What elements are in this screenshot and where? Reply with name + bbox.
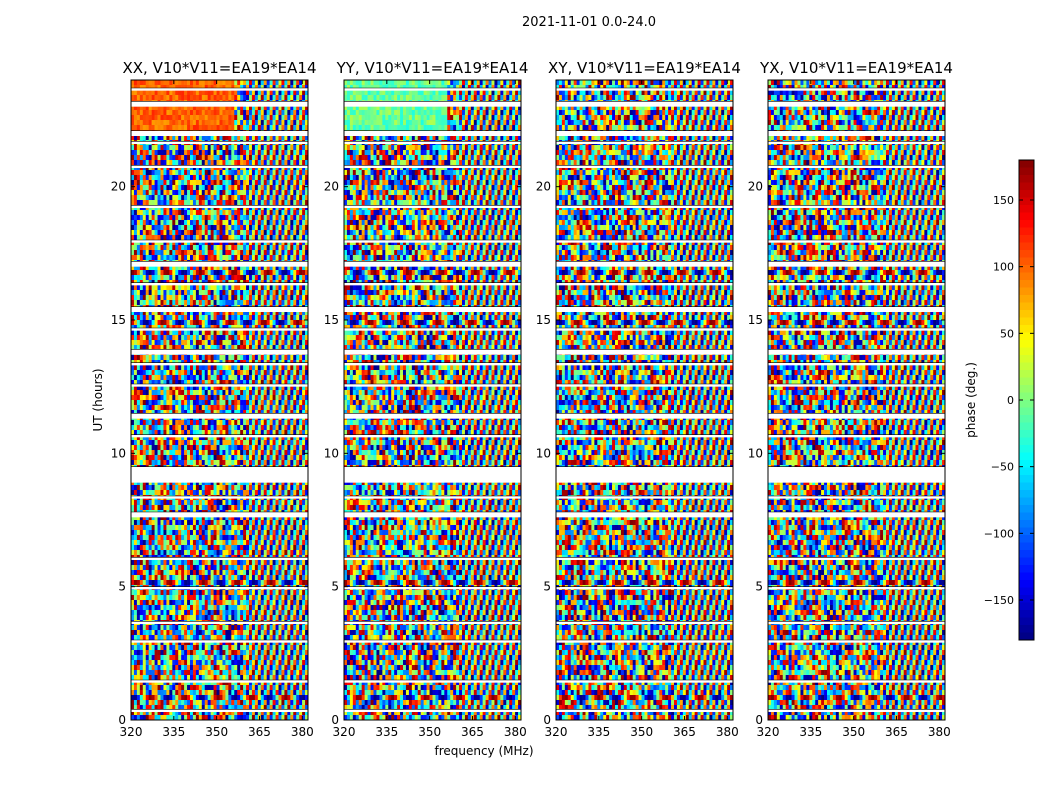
x-tick-label: 350: [205, 725, 228, 739]
y-tick-label: 5: [755, 580, 763, 594]
flagged-gaps: [344, 87, 521, 712]
x-tick-label: 365: [461, 725, 484, 739]
phase-heatmap: [131, 80, 309, 721]
y-tick-label: 20: [111, 180, 126, 194]
panel-title: YX, V10*V11=EA19*EA14: [759, 59, 953, 77]
x-tick-label: 320: [757, 725, 780, 739]
colorbar-tick-label: 0: [1007, 394, 1014, 407]
flagged-gaps: [131, 87, 308, 712]
x-tick-label: 320: [545, 725, 568, 739]
y-tick-label: 0: [118, 713, 126, 727]
y-tick-label: 5: [543, 580, 551, 594]
x-tick-label: 365: [248, 725, 271, 739]
colorbar-tick-label: −150: [984, 594, 1014, 607]
y-axis-label: UT (hours): [91, 368, 105, 431]
x-tick-label: 335: [587, 725, 610, 739]
colorbar-tick-label: 150: [993, 194, 1014, 207]
phase-heatmap: [768, 80, 946, 721]
y-tick-label: 20: [536, 180, 551, 194]
phase-heatmap: [556, 80, 734, 721]
y-tick-label: 15: [324, 313, 339, 327]
panel-0: XX, V10*V11=EA19*EA14 320 335 350 365 380 0 5 10…: [111, 59, 317, 739]
colorbar-tick-label: 50: [1000, 327, 1014, 340]
panel-2: XY, V10*V11=EA19*EA14 320 335 350 365 380 0 5 10…: [536, 59, 741, 739]
panel-frame: [130, 79, 309, 721]
y-tick-label: 0: [543, 713, 551, 727]
y-tick-label: 20: [324, 180, 339, 194]
y-tick-label: 20: [748, 180, 763, 194]
panel-title: XY, V10*V11=EA19*EA14: [548, 59, 741, 77]
x-tick-label: 320: [333, 725, 356, 739]
x-tick-label: 380: [716, 725, 739, 739]
x-tick-label: 350: [418, 725, 441, 739]
panel-title: YY, V10*V11=EA19*EA14: [336, 59, 529, 77]
y-tick-label: 15: [111, 313, 126, 327]
panel-title: XX, V10*V11=EA19*EA14: [122, 59, 316, 77]
figure-suptitle: 2021-11-01 0.0-24.0: [522, 15, 656, 30]
panel-frame: [343, 79, 522, 721]
colorbar-label: phase (deg.): [964, 362, 978, 438]
x-tick-label: 380: [291, 725, 314, 739]
x-tick-label: 380: [928, 725, 951, 739]
panel-3: YX, V10*V11=EA19*EA14 320 335 350 365 380 0 5 10…: [748, 59, 953, 739]
x-tick-label: 335: [375, 725, 398, 739]
x-tick-label: 335: [162, 725, 185, 739]
x-tick-label: 335: [799, 725, 822, 739]
x-tick-label: 365: [673, 725, 696, 739]
y-tick-label: 0: [755, 713, 763, 727]
x-axis-label: frequency (MHz): [434, 744, 533, 758]
panels: XX, V10*V11=EA19*EA14 320 335 350 365 380 0 5 10…: [111, 59, 953, 739]
y-tick-label: 0: [331, 713, 339, 727]
panel-frame: [767, 79, 946, 721]
x-tick-label: 350: [842, 725, 865, 739]
colorbar-tick-label: −100: [984, 527, 1014, 540]
x-tick-label: 350: [630, 725, 653, 739]
y-tick-label: 15: [748, 313, 763, 327]
y-tick-label: 10: [748, 446, 763, 460]
y-tick-label: 10: [536, 446, 551, 460]
colorbar-tick-label: 100: [993, 261, 1014, 274]
flagged-gaps: [556, 87, 733, 712]
y-tick-label: 15: [536, 313, 551, 327]
x-tick-label: 380: [504, 725, 527, 739]
panel-1: YY, V10*V11=EA19*EA14 320 335 350 365 380 0 5 10…: [324, 59, 529, 739]
flagged-gaps: [768, 87, 945, 712]
colorbar-tick-label: −50: [991, 461, 1014, 474]
x-tick-label: 365: [885, 725, 908, 739]
x-tick-label: 320: [120, 725, 143, 739]
y-tick-label: 5: [331, 580, 339, 594]
panel-frame: [555, 79, 734, 721]
y-tick-label: 10: [111, 446, 126, 460]
y-tick-label: 10: [324, 446, 339, 460]
phase-heatmap: [344, 80, 522, 721]
y-tick-label: 5: [118, 580, 126, 594]
colorbar: 150 100 50 0 −50 −100 −150 phase (deg.): [964, 159, 1035, 641]
